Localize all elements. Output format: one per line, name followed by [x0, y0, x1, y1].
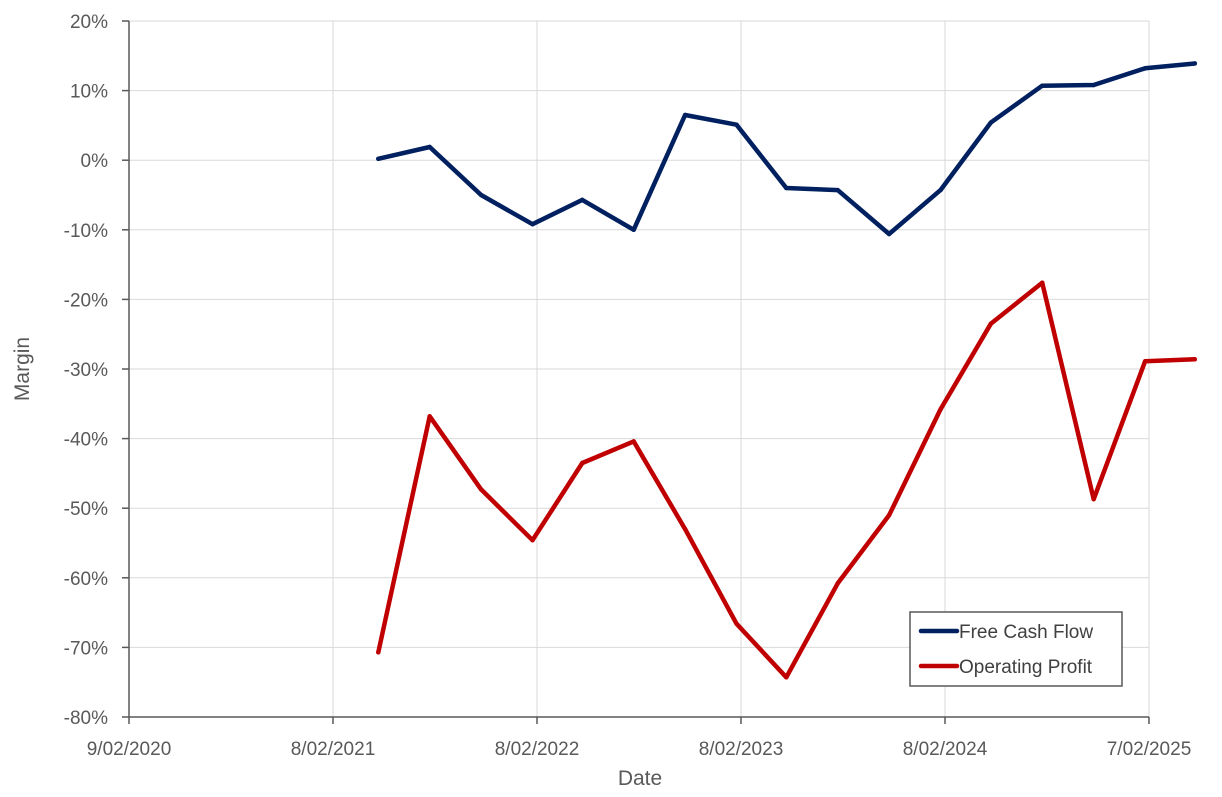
data-point-free-cash-flow	[530, 222, 535, 227]
axes: 20% 10% 0% -10% -20% -30% -40% -50% -60% -70% -80%…	[64, 12, 1192, 760]
y-tick-label: -80%	[64, 708, 108, 729]
data-point-free-cash-flow	[427, 144, 432, 150]
data-point-free-cash-flow	[1091, 82, 1096, 88]
data-point-free-cash-flow	[988, 120, 994, 125]
y-tick-label: 0%	[81, 151, 109, 172]
data-point-operating-profit	[734, 621, 739, 626]
data-point-operating-profit	[1192, 357, 1198, 362]
series-lines	[376, 61, 1198, 680]
data-point-free-cash-flow	[938, 187, 943, 193]
data-point-operating-profit	[580, 460, 585, 466]
x-tick-label: 8/02/2024	[903, 739, 988, 760]
data-point-free-cash-flow	[682, 112, 688, 118]
data-point-operating-profit	[682, 526, 688, 532]
data-point-free-cash-flow	[478, 192, 484, 198]
data-point-operating-profit	[530, 538, 535, 543]
data-point-operating-profit	[784, 675, 789, 680]
data-point-operating-profit	[427, 414, 432, 419]
data-point-operating-profit	[835, 581, 840, 586]
legend-label-operating-profit: Operating Profit	[959, 657, 1093, 678]
data-point-free-cash-flow	[376, 156, 381, 162]
data-point-operating-profit	[1040, 280, 1045, 285]
y-tick-label: -10%	[64, 221, 108, 242]
data-point-operating-profit	[988, 321, 994, 326]
data-point-operating-profit	[1091, 496, 1096, 502]
legend-box	[909, 611, 1123, 687]
data-point-operating-profit	[938, 407, 943, 412]
y-tick-label: -50%	[64, 499, 108, 520]
data-point-free-cash-flow	[784, 185, 789, 191]
data-point-free-cash-flow	[1040, 83, 1045, 88]
y-tick-label: -70%	[64, 638, 108, 659]
y-tick-label: 20%	[70, 12, 108, 33]
y-tick-label: -40%	[64, 430, 108, 451]
y-tick-label: -60%	[64, 569, 108, 590]
data-point-free-cash-flow	[631, 227, 636, 232]
x-tick-label: 9/02/2020	[87, 739, 172, 760]
x-tick-label: 8/02/2023	[699, 739, 784, 760]
data-point-free-cash-flow	[1192, 61, 1198, 66]
legend-label-free-cash-flow: Free Cash Flow	[959, 622, 1093, 643]
y-axis-title: Margin	[11, 337, 34, 401]
data-point-operating-profit	[1142, 359, 1148, 364]
data-point-free-cash-flow	[835, 187, 840, 193]
x-tick-label: 8/02/2021	[291, 739, 376, 760]
data-point-free-cash-flow	[734, 122, 739, 127]
x-axis-title: Date	[618, 767, 662, 790]
y-tick-label: 10%	[70, 82, 108, 103]
data-point-free-cash-flow	[580, 197, 585, 203]
data-point-operating-profit	[886, 512, 892, 518]
x-tick-label: 8/02/2022	[495, 739, 580, 760]
data-point-free-cash-flow	[1142, 66, 1148, 71]
y-tick-label: -20%	[64, 290, 108, 311]
y-tick-label: -30%	[64, 360, 108, 381]
legend: Free Cash Flow Operating Profit	[909, 611, 1123, 687]
data-point-free-cash-flow	[886, 231, 892, 237]
series-line-free-cash-flow	[376, 61, 1198, 237]
data-point-operating-profit	[478, 487, 484, 492]
data-point-operating-profit	[631, 439, 636, 444]
data-point-operating-profit	[376, 650, 381, 655]
x-tick-label: 7/02/2025	[1107, 739, 1192, 760]
